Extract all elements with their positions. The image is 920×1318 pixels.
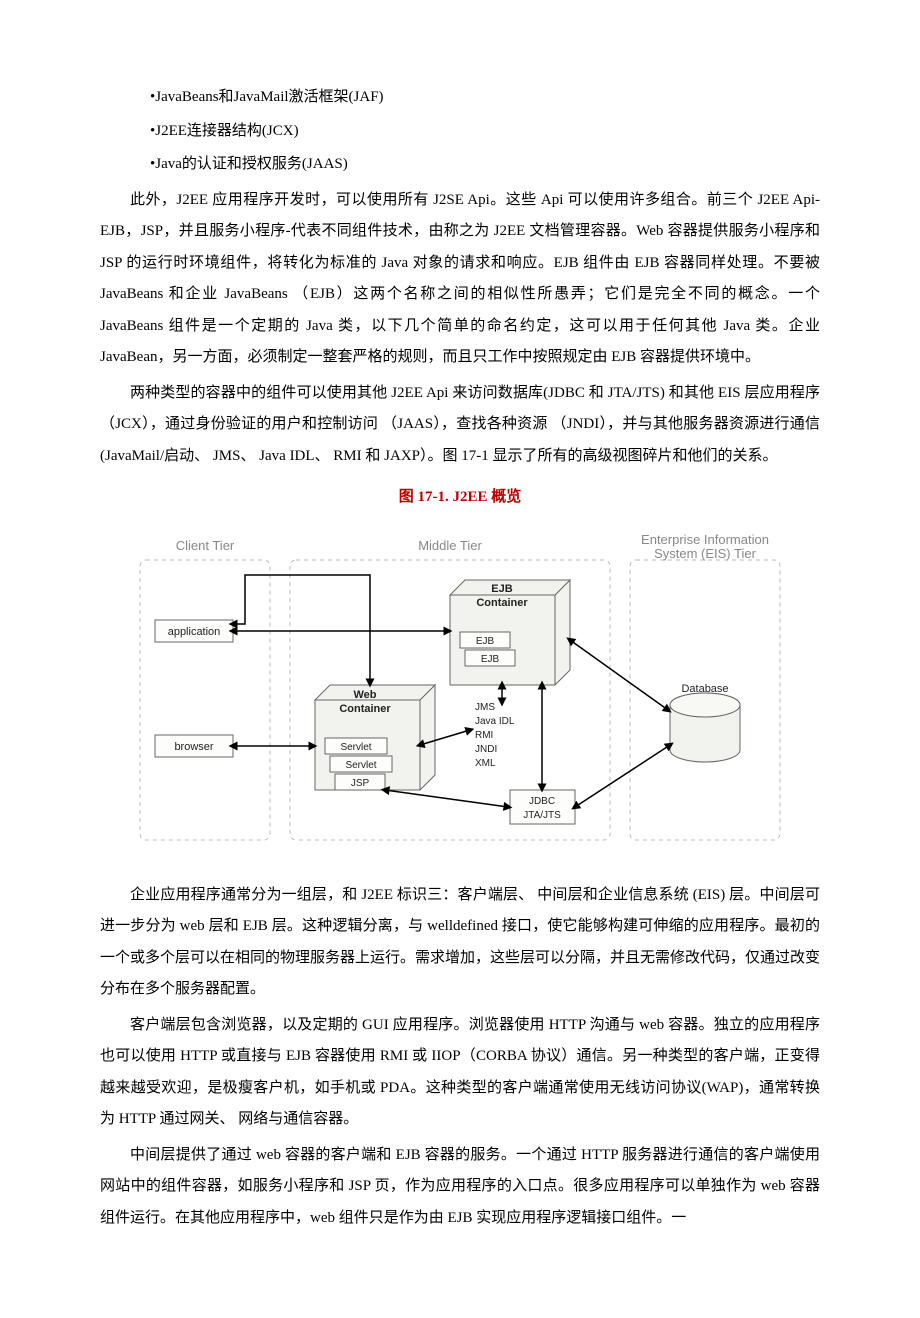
tier-eis-label-1: Enterprise Information [641,532,769,547]
svg-text:JMS: JMS [475,702,495,713]
svg-text:EJB: EJB [481,654,500,665]
figure-title: 图 17-1. J2EE 概览 [100,482,820,514]
tier-middle-label: Middle Tier [418,538,482,553]
svg-text:Servlet: Servlet [340,742,371,753]
bullet-2: •J2EE连接器结构(JCX) [100,116,820,148]
svg-text:EJB: EJB [476,636,495,647]
svg-text:Servlet: Servlet [345,760,376,771]
svg-text:JNDI: JNDI [475,744,497,755]
database-label: Database [681,683,728,695]
svg-text:JDBC: JDBC [529,796,555,807]
svg-text:JTA/JTS: JTA/JTS [523,810,561,821]
paragraph-4: 客户端层包含浏览器，以及定期的 GUI 应用程序。浏览器使用 HTTP 沟通与 … [100,1010,820,1136]
svg-text:JSP: JSP [351,778,370,789]
svg-text:Java IDL: Java IDL [475,716,515,727]
svg-text:EJB: EJB [491,583,512,595]
client-application: application [168,626,221,638]
svg-text:XML: XML [475,758,496,769]
paragraph-3: 企业应用程序通常分为一组层，和 J2EE 标识三：客户端层、 中间层和企业信息系… [100,880,820,1006]
svg-text:Container: Container [476,597,528,609]
svg-text:RMI: RMI [475,730,493,741]
paragraph-5: 中间层提供了通过 web 容器的客户端和 EJB 容器的服务。一个通过 HTTP… [100,1140,820,1235]
tier-eis-label-2: System (EIS) Tier [654,546,757,561]
svg-text:Web: Web [353,689,376,701]
bullet-1: •JavaBeans和JavaMail激活框架(JAF) [100,82,820,114]
client-browser: browser [174,741,213,753]
bullet-3: •Java的认证和授权服务(JAAS) [100,149,820,181]
paragraph-1: 此外，J2EE 应用程序开发时，可以使用所有 J2SE Api。这些 Api 可… [100,185,820,374]
tier-client-label: Client Tier [176,538,235,553]
j2ee-diagram: Client Tier Middle Tier Enterprise Infor… [100,520,820,860]
paragraph-2: 两种类型的容器中的组件可以使用其他 J2EE Api 来访问数据库(JDBC 和… [100,378,820,473]
svg-text:Container: Container [339,703,391,715]
